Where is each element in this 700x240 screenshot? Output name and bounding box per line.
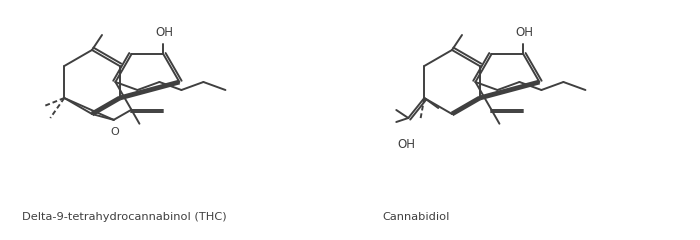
Text: Cannabidiol: Cannabidiol <box>382 212 449 222</box>
Text: O: O <box>111 127 119 137</box>
Text: OH: OH <box>515 26 533 39</box>
Text: OH: OH <box>398 138 415 151</box>
Text: Delta-9-tetrahydrocannabinol (THC): Delta-9-tetrahydrocannabinol (THC) <box>22 212 227 222</box>
Text: OH: OH <box>155 26 174 39</box>
